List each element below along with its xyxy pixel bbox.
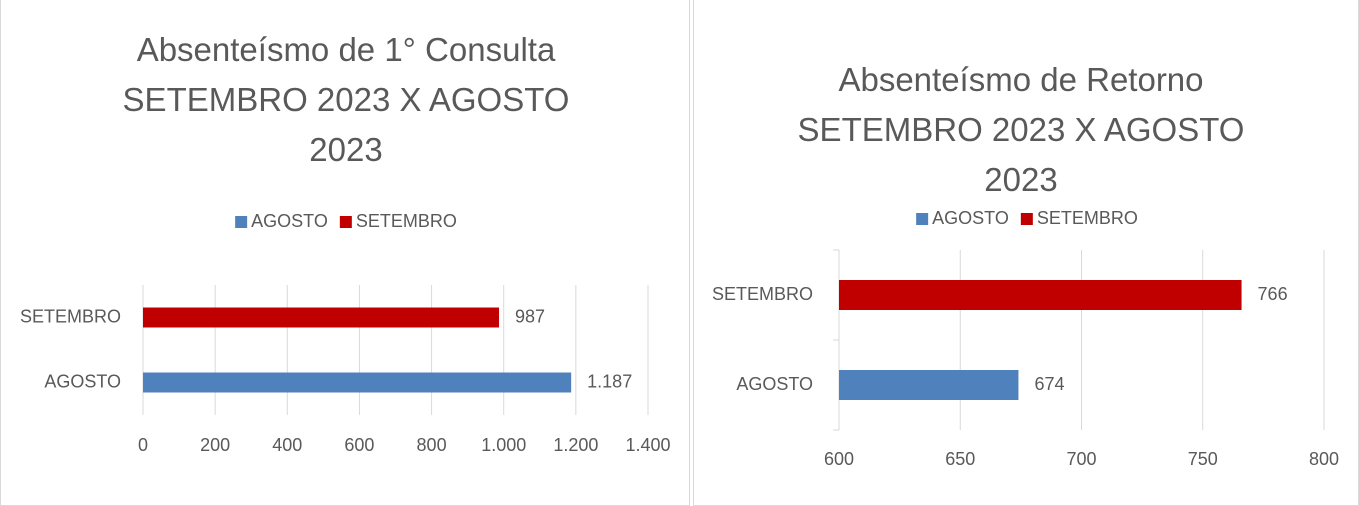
data-label: 1.187 (587, 371, 632, 391)
legend-label: SETEMBRO (1037, 208, 1138, 228)
y-tick-label: AGOSTO (44, 371, 121, 391)
chart: 600 650 700 750 800 AGOSTO 674 SETEMBRO 766 AGOST… (712, 208, 1339, 469)
chart-title: Absenteísmo de Retorno SETEMBRO 2023 X A… (797, 61, 1245, 198)
x-tick-label: 600 (824, 449, 854, 469)
chart-panel: 0 200 400 600 800 1.000 1.200 1.400 AGOSTO 1.187 S… (0, 0, 690, 506)
x-tick-label: 650 (945, 449, 975, 469)
chart: 0 200 400 600 800 1.000 1.200 1.400 AGOSTO 1.187 S… (20, 211, 671, 455)
y-tick-label: SETEMBRO (20, 306, 121, 326)
bar (143, 372, 572, 393)
x-tick-label: 1.400 (625, 435, 670, 455)
x-tick-label: 750 (1188, 449, 1218, 469)
legend-swatch (1020, 213, 1033, 225)
data-label: 766 (1258, 284, 1288, 304)
legend-label: AGOSTO (251, 211, 328, 231)
legend-swatch (235, 216, 248, 228)
x-tick-label: 800 (1309, 449, 1339, 469)
legend-swatch (339, 216, 352, 228)
legend-swatch (916, 213, 929, 225)
x-tick-label: 200 (200, 435, 230, 455)
bar (839, 370, 1019, 400)
x-tick-label: 1.200 (553, 435, 598, 455)
chart-panel: 600 650 700 750 800 AGOSTO 674 SETEMBRO 766 AGOST… (693, 0, 1359, 506)
x-tick-label: 600 (344, 435, 374, 455)
legend-label: AGOSTO (932, 208, 1009, 228)
x-tick-label: 1.000 (481, 435, 526, 455)
bar (143, 307, 500, 328)
x-tick-label: 0 (138, 435, 148, 455)
data-label: 987 (515, 306, 545, 326)
x-tick-label: 700 (1066, 449, 1096, 469)
legend-label: SETEMBRO (356, 211, 457, 231)
x-tick-label: 800 (417, 435, 447, 455)
chart-title: Absenteísmo de 1° Consulta SETEMBRO 2023… (122, 31, 570, 168)
y-tick-label: AGOSTO (736, 374, 813, 394)
y-tick-label: SETEMBRO (712, 284, 813, 304)
data-label: 674 (1034, 374, 1064, 394)
bar (839, 280, 1242, 310)
x-tick-label: 400 (272, 435, 302, 455)
